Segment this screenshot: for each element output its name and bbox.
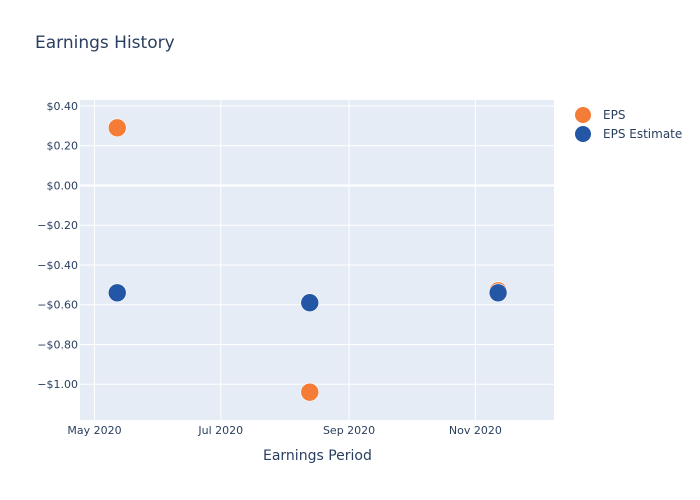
legend-label-eps-estimate: EPS Estimate xyxy=(603,126,683,141)
legend-item-eps[interactable]: EPS xyxy=(575,105,682,124)
y-tick-label: $0.40 xyxy=(47,100,79,113)
x-tick-label: Sep 2020 xyxy=(323,424,375,437)
legend-label-eps: EPS xyxy=(603,107,626,122)
y-tick-label: −$1.00 xyxy=(37,378,78,391)
x-tick-label: May 2020 xyxy=(67,424,121,437)
data-point-eps[interactable] xyxy=(107,118,127,138)
y-axis-ticks: $0.40 $0.20 $0.00 −$0.20 −$0.40 −$0.60 −$0.80 −… xyxy=(37,100,78,391)
x-tick-label: Nov 2020 xyxy=(449,424,502,437)
x-tick-label: Jul 2020 xyxy=(197,424,243,437)
data-point-eps-estimate[interactable] xyxy=(107,283,127,303)
plot-area xyxy=(80,100,554,420)
y-tick-label: −$0.60 xyxy=(37,299,78,312)
legend-marker-eps-estimate xyxy=(575,125,591,142)
x-axis-label: Earnings Period xyxy=(263,448,372,464)
y-tick-label: −$0.80 xyxy=(37,338,78,351)
legend-marker-eps xyxy=(575,106,591,123)
y-tick-label: $0.20 xyxy=(47,140,79,153)
data-points xyxy=(107,118,508,402)
x-axis-ticks: May 2020 Jul 2020 Sep 2020 Nov 2020 xyxy=(67,424,501,437)
y-tick-label: $0.00 xyxy=(47,179,79,192)
y-tick-label: −$0.20 xyxy=(37,219,78,232)
y-tick-label: −$0.40 xyxy=(37,259,78,272)
data-point-eps-estimate[interactable] xyxy=(488,283,508,303)
data-point-eps-estimate[interactable] xyxy=(300,293,320,313)
legend: EPS EPS Estimate xyxy=(575,105,682,143)
data-point-eps[interactable] xyxy=(300,382,320,402)
legend-item-eps-estimate[interactable]: EPS Estimate xyxy=(575,124,682,143)
chart-title: Earnings History xyxy=(35,33,175,53)
